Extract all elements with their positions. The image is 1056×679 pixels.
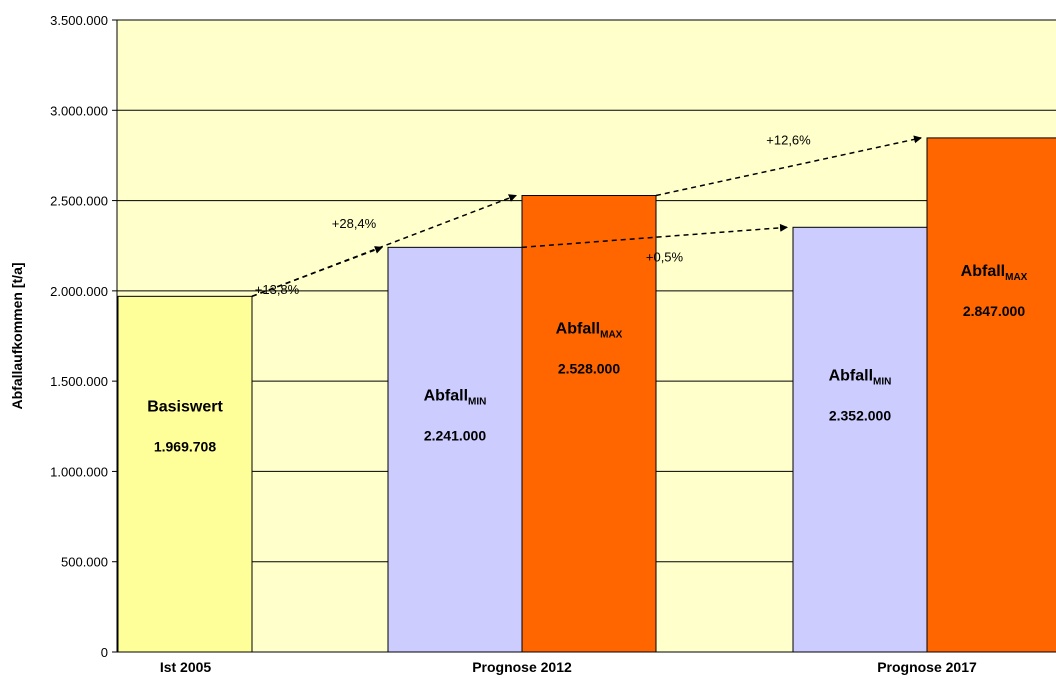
y-tick-label: 3.000.000: [50, 103, 108, 118]
y-tick-label: 1.000.000: [50, 464, 108, 479]
bar-5: [926, 137, 1056, 653]
growth-label: +0,5%: [646, 249, 684, 264]
x-category-label: Ist 2005: [160, 659, 212, 675]
y-axis-label: Abfallaufkommen [t/a]: [9, 262, 25, 409]
y-tick-label: 2.000.000: [50, 284, 108, 299]
bar-labels: Basiswert1.969.708AbfallMIN2.241.000Abfa…: [147, 263, 1027, 454]
bar-label: Basiswert: [147, 398, 223, 415]
bar-1: [117, 295, 253, 653]
bar-value-label: 2.847.000: [963, 303, 1025, 319]
y-tick-label: 1.500.000: [50, 374, 108, 389]
bar-2: [387, 246, 523, 653]
y-tick-label: 500.000: [61, 555, 108, 570]
x-category-label: Prognose 2017: [877, 659, 977, 675]
axes: [112, 19, 1056, 653]
y-tick-label: 2.500.000: [50, 194, 108, 209]
y-tick-labels: 0 500.000 1.000.000 1.500.000 2.000.000 2.500…: [50, 13, 108, 660]
x-category-label: Prognose 2012: [472, 659, 572, 675]
bar-value-label: 2.352.000: [829, 407, 891, 423]
growth-label: +28,4%: [332, 216, 377, 231]
growth-label: +13,8%: [255, 282, 300, 297]
bar-value-label: 2.241.000: [424, 427, 486, 443]
bar-value-label: 2.528.000: [558, 361, 620, 377]
y-tick-label: 0: [101, 645, 108, 660]
growth-label: +12,6%: [766, 133, 811, 148]
y-tick-label: 3.500.000: [50, 13, 108, 28]
bar-value-label: 1.969.708: [154, 438, 216, 454]
x-category-labels: Ist 2005 Prognose 2012 Prognose 2017: [160, 659, 977, 675]
bar-3: [521, 195, 657, 653]
growth-arrow: [251, 194, 517, 298]
growth-arrows: +13,8% +28,4% +0,5% +12,6%: [251, 133, 922, 298]
bar-4: [792, 226, 928, 653]
growth-arrow: [655, 135, 922, 197]
